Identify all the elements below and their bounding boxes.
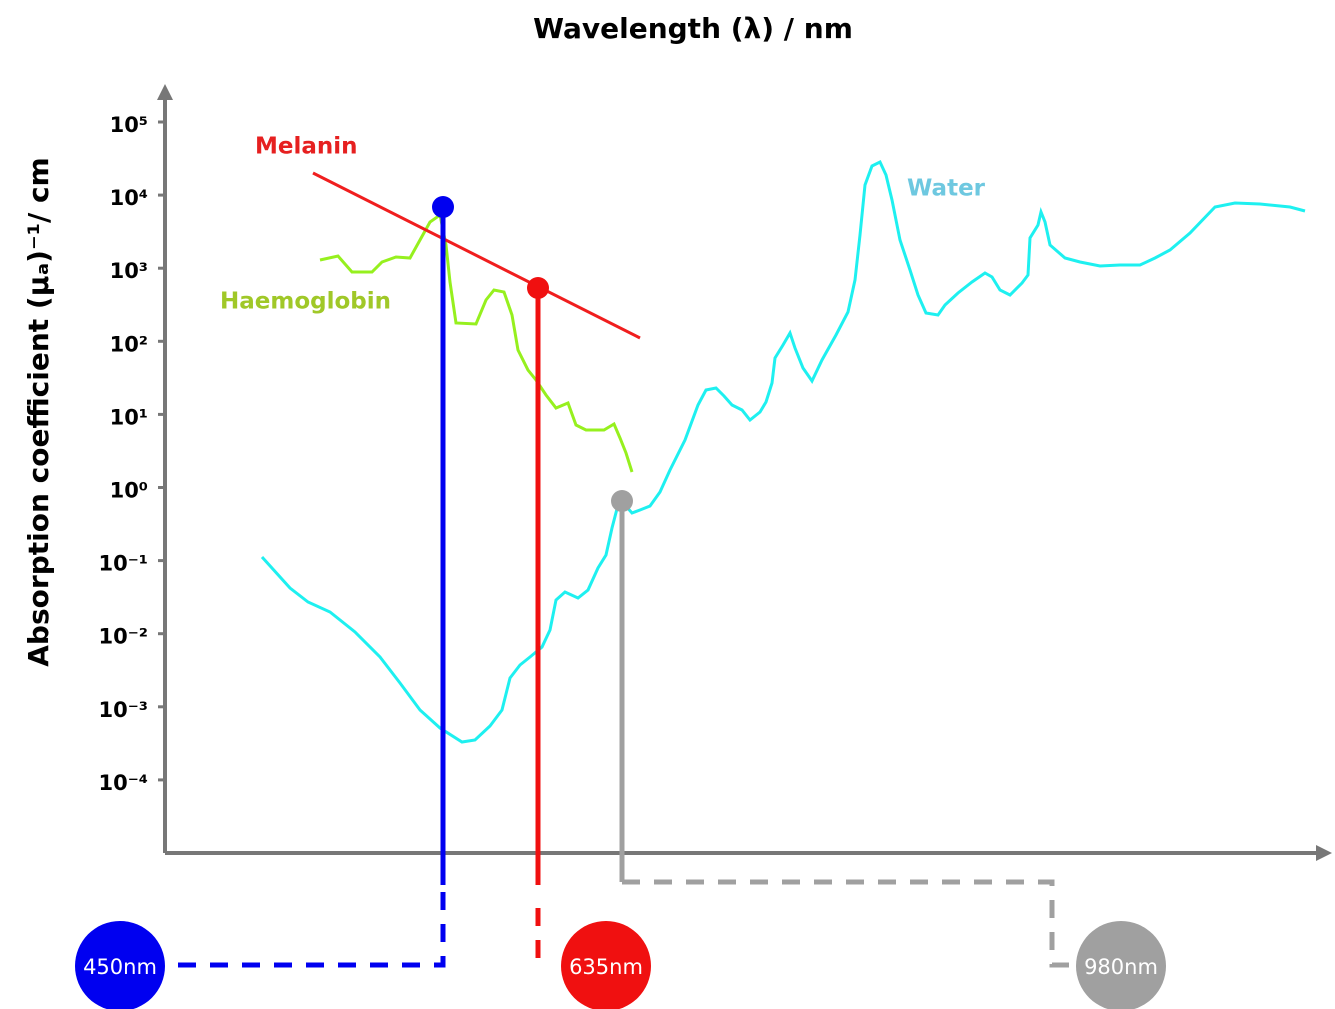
title: Wavelength (λ) / nm xyxy=(533,12,853,45)
water-label: Water xyxy=(907,176,986,202)
water-curve xyxy=(260,159,1306,744)
y-tick-label: 10² xyxy=(110,332,148,356)
wavelength-label: 635nm xyxy=(569,955,643,979)
wavelength-circle xyxy=(561,921,651,1009)
wavelength-label: 980nm xyxy=(1084,955,1158,979)
y-tick-label: 10⁴ xyxy=(110,186,148,210)
red-dot xyxy=(527,277,549,299)
y-tick-label: 10⁻³ xyxy=(98,698,148,722)
y-ticks: 10⁵ 10⁴ 10³ 10² 10¹ 10⁰ 10⁻¹ 10⁻² 10⁻³ 10⁻⁴ xyxy=(98,113,165,795)
y-tick-label: 10⁻¹ xyxy=(98,552,148,576)
wavelength-label: 450nm xyxy=(83,955,157,979)
gray-connector xyxy=(622,879,1075,968)
y-tick-label: 10⁵ xyxy=(110,113,148,137)
blue-connector xyxy=(170,892,446,968)
wavelength-circle xyxy=(1076,921,1166,1009)
y-tick-label: 10¹ xyxy=(110,405,148,429)
wavelength-circle xyxy=(75,921,165,1009)
melanin-label: Melanin xyxy=(255,134,358,160)
axes xyxy=(157,84,1332,861)
y-arrow xyxy=(157,84,173,100)
x-arrow xyxy=(1316,845,1332,861)
y-tick-label: 10⁰ xyxy=(110,479,148,503)
y-tick-label: 10⁻² xyxy=(98,625,148,649)
blue-dot xyxy=(432,196,454,218)
gray-dot xyxy=(611,490,633,512)
y-axis-label: Absorption coefficient (μₐ)⁻¹/ cm xyxy=(22,157,55,666)
haemoglobin-label: Haemoglobin xyxy=(220,289,391,315)
haemoglobin-curve xyxy=(319,212,634,473)
y-tick-label: 10³ xyxy=(110,259,148,283)
y-tick-label: 10⁻⁴ xyxy=(98,771,148,795)
melanin-line xyxy=(312,171,641,340)
